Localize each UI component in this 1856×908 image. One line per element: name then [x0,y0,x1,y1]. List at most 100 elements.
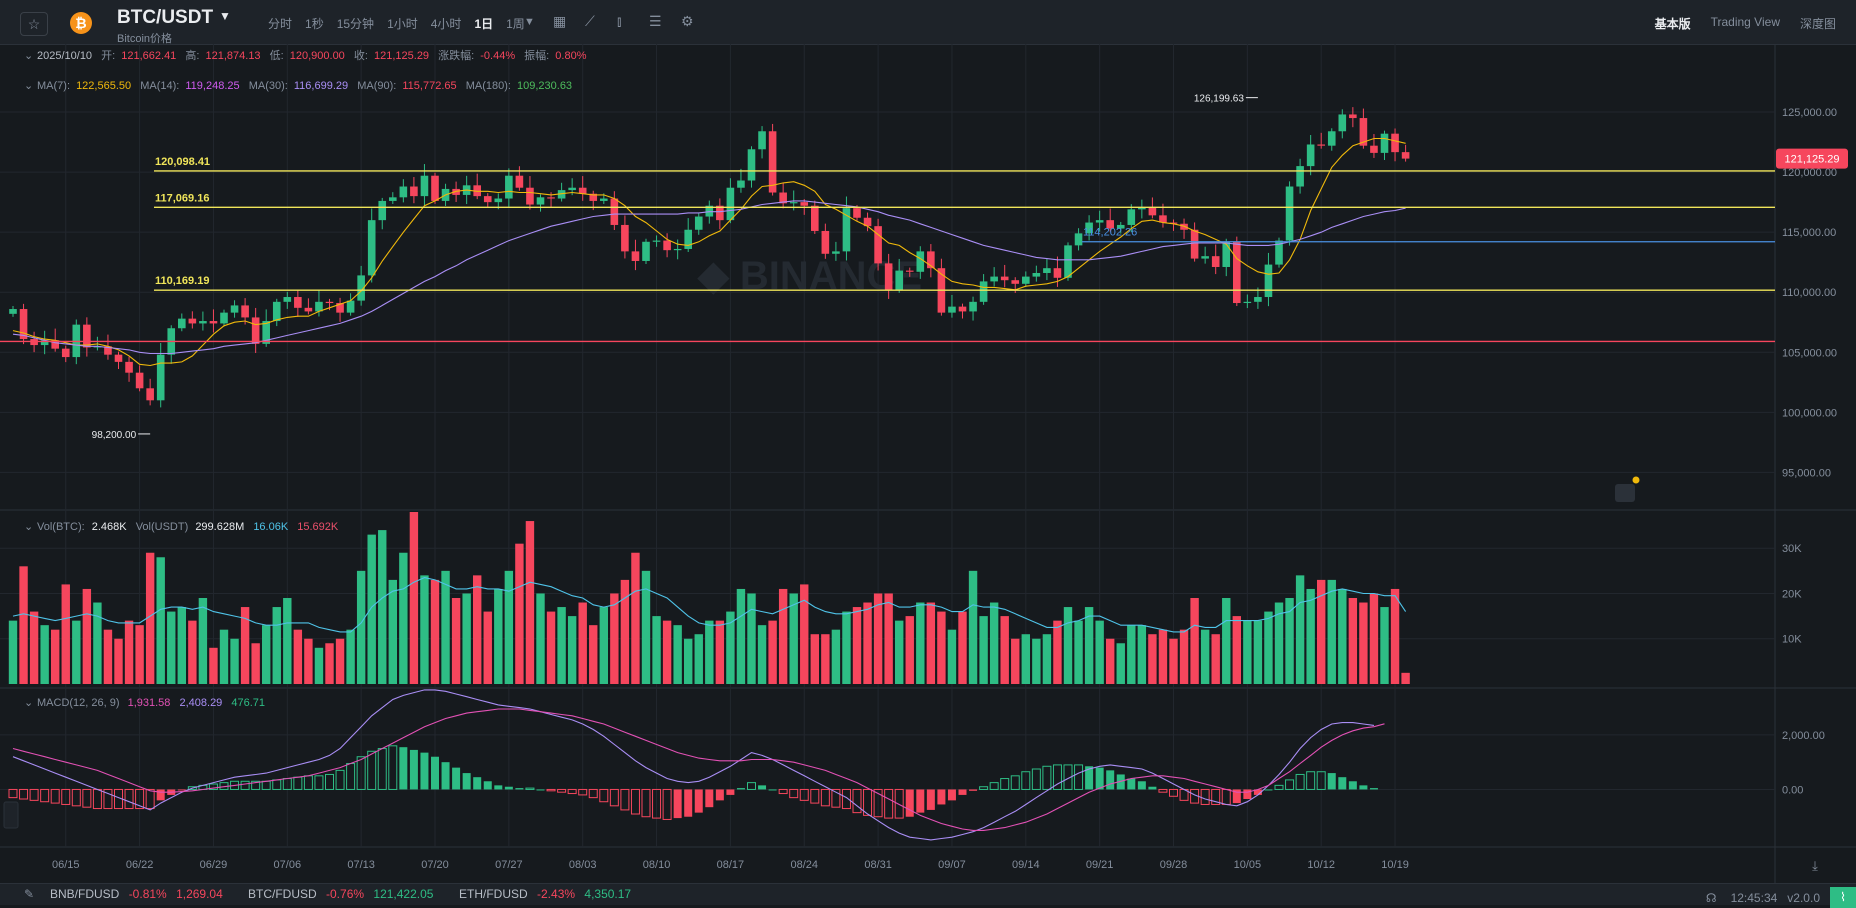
macd-histogram-bar [240,780,250,790]
interval-more-icon[interactable]: ▼ [524,16,535,28]
candle-body [135,372,144,389]
volume-bar [1063,607,1073,684]
tab-depth-chart[interactable]: 深度图 [1799,17,1836,31]
volume-bar [1095,620,1104,684]
macd-histogram-bar [8,788,18,799]
pen-icon[interactable]: ✎ [24,887,35,901]
candle-body [1317,144,1325,146]
extreme-label: 98,200.00 [92,430,137,441]
tab-interval-1h[interactable]: 1小时 [387,17,418,31]
tab-interval-1w[interactable]: 1周 [506,17,525,31]
tab-interval-1d[interactable]: 1日 [474,17,494,31]
volume-bar [240,607,250,684]
candle-body [1201,256,1209,259]
macd-histogram-bar [356,756,366,790]
macd-histogram-bar [1063,764,1073,790]
tab-interval-1s[interactable]: 1秒 [305,17,324,31]
candle-body [694,216,703,230]
headset-icon[interactable]: ☊ [1705,890,1717,905]
date-tick-label: 07/20 [421,859,449,871]
date-tick-label: 10/12 [1307,859,1335,871]
tab-tradingview[interactable]: Trading View [1710,15,1780,29]
candle-body [990,276,998,282]
candle-body [93,346,102,348]
calendar-icon[interactable]: ▦ [553,13,567,29]
settings-list-icon[interactable]: ☰ [649,13,662,29]
macd-histogram-bar [1211,788,1221,805]
volume-bar [1285,598,1294,684]
gear-icon[interactable]: ⚙ [681,13,694,29]
macd-histogram-bar [620,788,630,811]
signal-icon[interactable]: ⌇ [1830,887,1856,908]
horizontal-line-label: 120,098.41 [155,156,210,168]
tab-interval-4h[interactable]: 4小时 [430,17,462,31]
macd-pane[interactable] [8,689,1385,841]
candle-body [1053,268,1062,278]
volume-pane[interactable] [8,512,1410,684]
vol-usdt-label: Vol(USDT) [136,521,189,533]
macd-histogram-bar [1243,789,1252,799]
macd-histogram-bar [1010,775,1020,790]
candle-body [1233,241,1241,304]
candle-body [315,301,323,312]
volume-bar [1317,579,1326,684]
candle-icon[interactable]: ⫾ [617,13,622,29]
macd-histogram-bar [82,788,92,808]
change-label: 涨跌幅: [438,48,474,62]
macd-histogram-bar [1359,785,1368,790]
volume-bar [1032,638,1041,684]
volume-bar [789,593,798,684]
horizontal-lines[interactable]: 120,098.41 117,069.16 110,169.19 114,202.26 [0,156,1775,343]
symbol-title[interactable]: BTC/USDT [117,7,214,28]
tab-interval-15m[interactable]: 15分钟 [336,17,375,31]
macd-histogram-bar [926,789,935,810]
candle-body [378,200,387,221]
ticker-pair: BTC/FDUSD [248,887,317,901]
star-icon[interactable]: ☆ [20,12,48,36]
volume-bar [873,593,883,684]
horizontal-line-label: 114,202.26 [1083,227,1137,239]
macd-histogram-bar [29,788,39,801]
candle-body [420,175,429,197]
macd-histogram-bar [557,788,567,793]
tab-basic-view[interactable]: 基本版 [1654,17,1691,31]
date-tick-label: 09/14 [1012,859,1040,871]
candle-body [642,241,650,261]
candle-body [853,208,861,218]
close-value: 121,125.29 [374,50,429,62]
candle-body [283,297,292,302]
candle-body [515,175,524,188]
candle-body [40,340,49,346]
ticker-bnb[interactable]: BNB/FDUSD -0.81% 1,269.04 [50,887,223,901]
macd-histogram-bar [937,789,946,805]
volume-bar [652,616,661,684]
date-tick-label: 07/27 [495,859,523,871]
candle-body [578,187,587,194]
macd-histogram-bar [71,788,81,807]
date-tick-label: 09/28 [1160,859,1188,871]
macd-histogram-bar [377,748,387,790]
tab-interval-time[interactable]: 分时 [268,17,293,31]
chevron-down-icon[interactable]: ▼ [219,9,231,23]
macd-collapse-icon[interactable]: ⌄ [24,697,33,709]
macd-histogram-bar [1369,788,1378,790]
candle-body [557,190,566,199]
volume-bar [19,566,28,684]
vol-collapse-icon[interactable]: ⌄ [24,521,33,533]
candle-body [104,346,112,355]
vol-legend: Vol(BTC): 2.468K Vol(USDT) 299.628M 16.0… [37,521,339,533]
volume-bar [1243,620,1252,684]
date-tick-label: 10/19 [1381,859,1409,871]
ma-collapse-icon[interactable]: ⌄ [24,80,33,92]
ohlc-collapse-icon[interactable]: ⌄ [24,50,33,62]
macd-histogram-bar [515,788,524,790]
ticker-btc[interactable]: BTC/FDUSD -0.76% 121,422.05 [248,887,433,901]
candle-body [568,187,576,191]
indicator-icon[interactable]: ⟋ [585,13,595,29]
amplitude-value: 0.80% [555,50,586,62]
ticker-eth[interactable]: ETH/FDUSD -2.43% 4,350.17 [459,887,631,901]
macd-dif-line [12,689,1375,841]
macd-histogram-bar [40,788,50,803]
